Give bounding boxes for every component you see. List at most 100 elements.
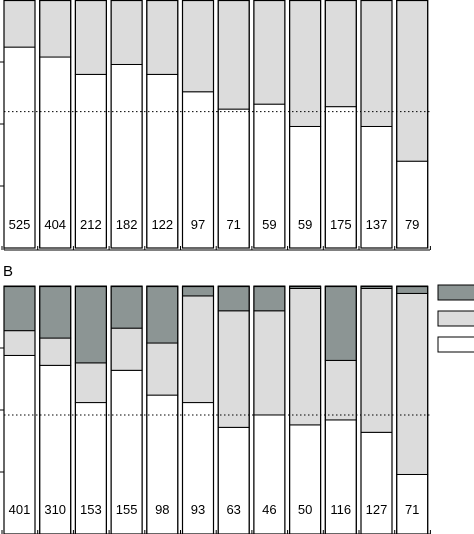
legend xyxy=(437,284,474,353)
bar-segment-2 xyxy=(39,0,72,58)
bar-segment-2 xyxy=(360,0,393,127)
bar-count-label: 182 xyxy=(116,217,138,232)
bar-segment-2 xyxy=(396,292,429,475)
bar-segment-2 xyxy=(74,362,107,404)
bar-outline xyxy=(289,0,322,249)
bar-segment-2 xyxy=(289,287,322,426)
legend-swatch-1 xyxy=(437,284,474,301)
bar-segment-2 xyxy=(253,310,286,416)
bar-count-label: 310 xyxy=(44,502,66,517)
bar-segment-2 xyxy=(324,0,357,108)
bar-segment-1 xyxy=(39,56,72,249)
bar-count-label: 79 xyxy=(405,217,419,232)
bar-segment-2 xyxy=(74,0,107,75)
bar-count-label: 98 xyxy=(155,502,169,517)
bar-segment-3 xyxy=(74,285,107,364)
bar-segment-3 xyxy=(324,285,357,361)
bar-segment-2 xyxy=(217,0,250,110)
bar-outline xyxy=(74,285,108,534)
bar-segment-3 xyxy=(146,285,179,344)
bar-count-label: 122 xyxy=(151,217,173,232)
bar-outline xyxy=(324,0,357,249)
bar-segment-2 xyxy=(146,342,179,396)
bar-segment-2 xyxy=(110,0,143,65)
bar-count-label: 46 xyxy=(262,502,276,517)
panel-b-label: B xyxy=(3,263,13,280)
bar-count-label: 404 xyxy=(44,217,66,232)
bar-outline xyxy=(396,0,429,249)
bar-outline xyxy=(39,285,72,534)
bar-outline xyxy=(289,285,322,534)
bar-outline xyxy=(217,0,250,249)
bar-count-label: 525 xyxy=(9,217,31,232)
bar-outline xyxy=(3,285,36,534)
bar-segment-3 xyxy=(3,285,36,332)
bar-outline xyxy=(110,0,143,249)
bar-outline xyxy=(253,0,286,249)
bar-outline xyxy=(74,0,108,249)
bar-segment-1 xyxy=(289,424,322,534)
bar-count-label: 155 xyxy=(116,502,138,517)
panel-a-chart: 525 404 212 182 122 97 71 59 59 175 137 79 xyxy=(0,0,431,251)
bar-segment-2 xyxy=(360,287,393,433)
bar-segment-3 xyxy=(39,285,72,339)
bar-count-label: 50 xyxy=(298,502,312,517)
bar-segment-2 xyxy=(39,337,72,366)
bar-count-label: 137 xyxy=(366,217,388,232)
bar-segment-3 xyxy=(253,285,286,312)
bar-segment-3 xyxy=(217,285,250,312)
bar-count-label: 212 xyxy=(80,217,102,232)
bar-segment-1 xyxy=(182,402,214,534)
bar-outline xyxy=(360,285,393,534)
bar-outline xyxy=(3,0,36,249)
bar-count-label: 97 xyxy=(191,217,205,232)
bar-segment-1 xyxy=(253,103,286,249)
bar-segment-1 xyxy=(396,160,429,249)
bar-count-label: 71 xyxy=(405,502,419,517)
bar-outline xyxy=(146,285,179,534)
bar-segment-1 xyxy=(289,125,322,249)
bar-outline xyxy=(396,285,429,534)
bar-count-label: 63 xyxy=(226,502,240,517)
bar-segment-2 xyxy=(182,0,214,93)
bar-segment-1 xyxy=(360,125,393,249)
bar-outline xyxy=(253,285,286,534)
bar-segment-2 xyxy=(146,0,179,75)
bar-segment-2 xyxy=(110,327,143,371)
bar-outline xyxy=(181,285,215,534)
bar-segment-2 xyxy=(217,310,250,428)
bar-outline xyxy=(181,0,215,249)
bar-outline xyxy=(39,0,72,249)
bar-outline xyxy=(324,285,357,534)
bar-outline xyxy=(110,285,143,534)
bar-count-label: 127 xyxy=(366,502,388,517)
bar-count-label: 71 xyxy=(226,217,240,232)
bar-segment-1 xyxy=(110,369,143,534)
bar-segment-2 xyxy=(182,295,214,404)
bar-segment-2 xyxy=(324,359,357,421)
bar-segment-1 xyxy=(39,364,72,534)
panel-b-chart: 401 310 153 155 98 93 63 46 50 116 127 71 xyxy=(0,285,431,534)
bar-segment-2 xyxy=(3,0,36,48)
bar-count-label: 93 xyxy=(191,502,205,517)
bar-outline xyxy=(360,0,393,249)
bar-segment-2 xyxy=(396,0,429,162)
bar-segment-2 xyxy=(289,0,322,127)
bar-count-label: 59 xyxy=(298,217,312,232)
bar-segment-3 xyxy=(110,285,143,329)
bar-segment-1 xyxy=(217,426,250,534)
bar-outline xyxy=(146,0,179,249)
bar-count-label: 153 xyxy=(80,502,102,517)
bar-count-label: 401 xyxy=(9,502,31,517)
bar-segment-3 xyxy=(182,285,214,297)
legend-swatch-3 xyxy=(437,336,474,353)
bar-segment-3 xyxy=(396,285,429,294)
bar-count-label: 175 xyxy=(330,217,352,232)
bar-segment-1 xyxy=(360,431,393,534)
bar-segment-2 xyxy=(3,330,36,356)
legend-swatch-2 xyxy=(437,310,474,327)
bar-segment-2 xyxy=(253,0,286,105)
bar-count-label: 59 xyxy=(262,217,276,232)
bar-count-label: 116 xyxy=(330,502,351,517)
